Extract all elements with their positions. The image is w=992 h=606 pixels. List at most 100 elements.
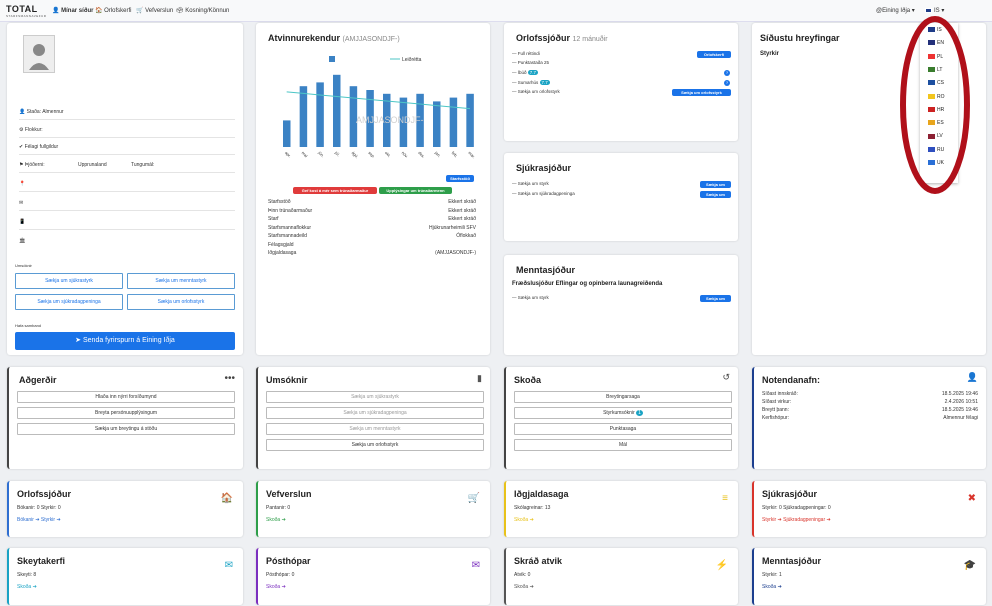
flag-icon — [928, 160, 935, 166]
tile-6[interactable]: Skráð atvik ⚡ Atvik: 0 Skoða ➔ — [504, 548, 738, 605]
document-icon: ▮ — [477, 373, 482, 383]
tile-7[interactable]: Menntasjóður 🎓 Styrkir: 1 Skoða ➔ — [752, 548, 986, 605]
nav-my-pages[interactable]: 👤 Mínar síður — [52, 8, 94, 14]
flag-icon — [928, 120, 935, 126]
language-option-ro[interactable]: RO — [928, 94, 952, 100]
language-option-ru[interactable]: RU — [928, 147, 952, 153]
apply-sick-pay-button[interactable]: Sækja um sjúkradagpeninga — [15, 294, 123, 310]
apartment-info-icon[interactable]: ? — [724, 70, 730, 76]
chart-bar — [416, 93, 424, 147]
nationality-row: ⚑ Þjóðerni: — [19, 162, 45, 168]
apply-holiday-grant-button[interactable]: Sækja um orlofsstyrk — [127, 294, 235, 310]
apply-holiday-grant-small-button[interactable]: Sækja um orlofsstyrk — [672, 89, 731, 96]
chart-x-tick: feb. — [451, 150, 459, 158]
tile-icon: 🏠 — [220, 493, 233, 504]
legend-bar-swatch — [329, 56, 335, 62]
nav-shop[interactable]: 🛒 Vefverslun — [136, 8, 174, 14]
change-history-button[interactable]: Breytingarsaga — [514, 391, 732, 403]
chart-bar — [333, 74, 341, 147]
contact-label: Hafa samband — [15, 323, 42, 328]
rep-info-button[interactable]: Upplýsingar um trúnaðarmenn — [379, 187, 452, 194]
summerhouse-info-icon[interactable]: ? — [724, 80, 730, 86]
language-option-en[interactable]: EN — [928, 40, 952, 46]
tile-link[interactable]: Bókanir ➔ Styrkir ➔ — [17, 517, 61, 523]
change-status-button[interactable]: Sækja um breytingu á stöðu — [17, 423, 235, 435]
tile-link[interactable]: Skoða ➔ — [266, 517, 286, 523]
avatar[interactable] — [23, 35, 55, 73]
holiday-system-button[interactable]: Orlofskerfi — [697, 51, 731, 58]
tile-3[interactable]: Sjúkrasjóður ✖ Styrkir: 0 Sjúkradagpenin… — [752, 481, 986, 537]
apps-sick-grant-button[interactable]: Sækja um sjúkrastyrk — [266, 391, 484, 403]
full-rights-row: — Full réttindi — [512, 51, 540, 56]
chart-bar — [283, 120, 291, 147]
detail-label: Félagsgjald — [268, 241, 294, 248]
sick-pay-apply-button[interactable]: Sækja um — [700, 191, 731, 198]
tile-stats: Skólagreinar: 13 — [514, 505, 551, 511]
language-option-cs[interactable]: CS — [928, 80, 952, 86]
cases-button[interactable]: Mál — [514, 439, 732, 451]
tile-link[interactable]: Skoða ➔ — [762, 584, 782, 590]
chart-watermark: AMJJASONDJF- — [356, 115, 424, 125]
tile-link[interactable]: Styrkir ➔ Sjúkradagpeningar ➔ — [762, 517, 831, 523]
more-icon[interactable]: ••• — [224, 373, 235, 384]
union-dropdown[interactable]: @Eining Iðja ▾ — [876, 8, 915, 14]
language-option-pl[interactable]: PL — [928, 54, 952, 60]
workplace-button[interactable]: Starfsstöð — [446, 175, 474, 182]
chart-bar — [449, 97, 458, 147]
edit-personal-button[interactable]: Breyta persónuupplýsingum — [17, 407, 235, 419]
apply-education-grant-button[interactable]: Sækja um menntastyrk — [127, 273, 235, 289]
language-option-es[interactable]: ES — [928, 120, 952, 126]
language-option-lv[interactable]: LV — [928, 133, 952, 139]
tile-0[interactable]: Orlofssjóður 🏠 Bókanir: 0 Styrkir: 0 Bók… — [7, 481, 243, 537]
tile-link[interactable]: Skoða ➔ — [17, 584, 37, 590]
apply-sick-grant-button[interactable]: Sækja um sjúkrastyrk — [15, 273, 123, 289]
tile-icon: ≡ — [722, 493, 728, 504]
apps-sick-pay-button[interactable]: Sækja um sjúkradagpeninga — [266, 407, 484, 419]
flag-icon — [928, 93, 935, 99]
user-info-label: Síðast innskráð: — [762, 391, 798, 397]
upload-cover-button[interactable]: Hlaða inn nýrri forsíðumynd — [17, 391, 235, 403]
tile-link[interactable]: Skoða ➔ — [514, 517, 534, 523]
chart-bar — [366, 90, 374, 147]
tile-5[interactable]: Pósthópar ✉ Pósthópar: 0 Skoða ➔ — [256, 548, 490, 605]
tile-1[interactable]: Vefverslun 🛒 Pantanir: 0 Skoða ➔ — [256, 481, 490, 537]
grant-apps-button[interactable]: Styrkumsóknir 1 — [514, 407, 732, 419]
education-apply-button[interactable]: Sækja um — [700, 295, 731, 302]
chart-x-tick: nóv. — [401, 150, 410, 159]
top-navbar: TOTAL STARFSMANNAVEFUR 👤 Mínar síður 🏠 Or… — [0, 0, 992, 22]
chart-bar — [399, 97, 408, 147]
tile-link[interactable]: Skoða ➔ — [266, 584, 286, 590]
holiday-fund-panel: Orlofssjóður 12 mánuðir — Full réttindi … — [504, 23, 738, 141]
chart-bar — [383, 93, 391, 147]
tile-stats: Skeyti: 8 — [17, 572, 37, 578]
tile-title: Skráð atvik — [514, 556, 563, 566]
nav-holiday[interactable]: 🏠 Orlofskerfi — [95, 8, 132, 14]
flag-icon — [928, 133, 935, 139]
apps-education-button[interactable]: Sækja um menntastyrk — [266, 423, 484, 435]
actions-panel: Aðgerðir ••• Hlaða inn nýrri forsíðumynd… — [7, 367, 243, 469]
profile-panel: 👤 Staða: Almennur ⚙ Flokkur: ✔ Félagi fu… — [7, 23, 243, 355]
language-option-uk[interactable]: UK — [928, 160, 952, 166]
sick-grant-apply-button[interactable]: Sækja um — [700, 181, 731, 188]
nav-voting[interactable]: 🗳 Kosning/Könnun — [176, 8, 230, 14]
flag-icon — [928, 80, 935, 86]
tile-title: Menntasjóður — [762, 556, 822, 566]
user-info-label: Breytt þann: — [762, 407, 789, 413]
language-option-lt[interactable]: LT — [928, 67, 952, 73]
tile-link[interactable]: Skoða ➔ — [514, 584, 534, 590]
user-info-label: Síðast virkur: — [762, 399, 792, 405]
flag-icon — [928, 67, 935, 73]
send-inquiry-button[interactable]: ➤ Senda fyrirspurn á Eining Iðja — [15, 332, 235, 350]
volunteer-rep-button[interactable]: Gef kost á mér sem trúnaðarmaður — [293, 187, 377, 194]
language-dropdown[interactable]: IS ▾ — [925, 7, 951, 17]
language-option-is[interactable]: IS — [928, 27, 952, 33]
language-option-hr[interactable]: HR — [928, 107, 952, 113]
tile-title: Pósthópar — [266, 556, 311, 566]
tile-2[interactable]: Iðgjaldasaga ≡ Skólagreinar: 13 Skoða ➔ — [504, 481, 738, 537]
category-row: ⚙ Flokkur: — [19, 127, 43, 133]
apps-holiday-button[interactable]: Sækja um orlofsstyrk — [266, 439, 484, 451]
points-history-button[interactable]: Punktasaga — [514, 423, 732, 435]
tile-4[interactable]: Skeytakerfi ✉ Skeyti: 8 Skoða ➔ — [7, 548, 243, 605]
logo[interactable]: TOTAL STARFSMANNAVEFUR — [6, 4, 47, 18]
chart-x-tick: jún. — [317, 149, 326, 158]
